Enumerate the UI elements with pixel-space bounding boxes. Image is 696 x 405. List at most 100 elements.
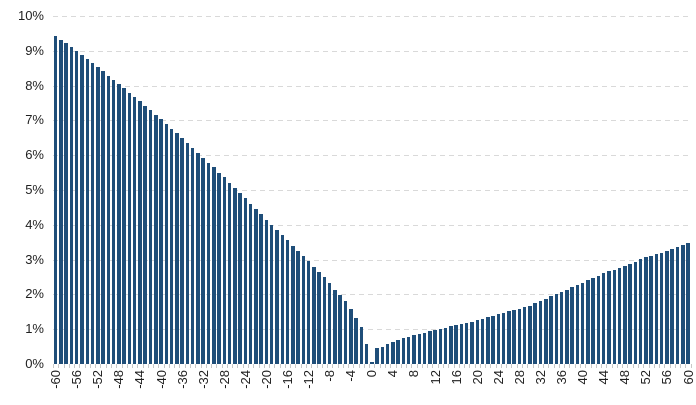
x-axis-tick	[548, 364, 550, 368]
x-axis-label: -16	[280, 370, 295, 389]
x-axis-tick	[269, 364, 271, 368]
x-axis-label: 16	[448, 370, 464, 385]
x-axis-tick	[332, 364, 334, 368]
bar	[132, 97, 137, 364]
x-axis-tick	[427, 364, 429, 368]
bar	[512, 310, 516, 364]
bar	[607, 271, 611, 364]
bar	[227, 182, 232, 364]
x-axis-tick	[100, 364, 102, 368]
x-axis-tick	[611, 364, 613, 368]
x-axis-tick	[132, 364, 134, 368]
x-axis-tick	[200, 364, 202, 368]
x-axis-tick	[385, 364, 386, 368]
x-axis-tick	[63, 364, 65, 368]
x-axis-tick	[58, 364, 60, 368]
x-axis-tick	[284, 364, 286, 368]
bar	[670, 249, 674, 364]
x-axis-tick	[674, 364, 676, 368]
x-axis-tick	[453, 364, 455, 368]
x-axis-label: -48	[111, 370, 127, 389]
bar	[101, 71, 105, 364]
x-axis-label: -36	[174, 370, 190, 389]
gridline	[53, 50, 692, 52]
x-axis-tick	[648, 364, 650, 368]
y-axis-label: 5%	[25, 182, 44, 197]
x-axis-label: -52	[90, 370, 106, 389]
x-axis-tick	[616, 364, 618, 368]
x-axis-tick	[126, 364, 128, 368]
x-axis-tick	[379, 364, 381, 368]
y-axis-label: 2%	[25, 286, 44, 302]
bar	[269, 225, 274, 364]
x-axis-tick	[485, 364, 487, 368]
bar	[422, 332, 427, 364]
bar	[401, 338, 406, 364]
bar	[654, 254, 659, 364]
bar	[591, 277, 595, 364]
bar	[359, 326, 364, 364]
bar	[385, 344, 390, 364]
bar	[544, 298, 548, 364]
x-axis-tick	[490, 364, 492, 368]
bar	[190, 147, 195, 364]
bar	[222, 177, 227, 364]
bar	[623, 266, 627, 364]
x-axis-tick	[400, 364, 402, 368]
x-axis-tick	[221, 364, 223, 368]
x-axis-tick	[464, 364, 466, 368]
x-axis-tick	[116, 364, 118, 368]
x-axis-label: -60	[48, 370, 64, 389]
x-axis-tick	[295, 364, 297, 368]
x-axis-tick	[622, 364, 624, 368]
x-axis-tick	[511, 364, 513, 368]
x-axis-tick	[253, 364, 255, 368]
x-axis-tick	[353, 364, 355, 368]
bar	[364, 343, 369, 364]
x-axis-tick	[495, 364, 497, 368]
x-axis-label: 24	[490, 370, 506, 385]
x-axis-tick	[474, 364, 476, 368]
x-axis-label: 40	[575, 370, 591, 385]
bar	[138, 101, 142, 364]
bar	[233, 187, 237, 364]
x-axis-tick	[458, 364, 460, 368]
y-axis-label: 9%	[25, 42, 44, 58]
bar	[438, 328, 443, 364]
x-axis-tick	[290, 364, 292, 368]
x-axis-tick	[321, 364, 323, 368]
bar	[464, 322, 469, 364]
bar	[480, 318, 485, 364]
x-axis-tick	[543, 364, 545, 368]
x-axis-label: 28	[511, 370, 527, 385]
bar	[475, 320, 479, 364]
x-axis-label: 56	[659, 370, 675, 385]
x-axis-tick	[390, 364, 392, 368]
bar	[275, 230, 279, 364]
x-axis-tick	[411, 364, 413, 368]
bar	[127, 92, 132, 364]
bar	[333, 289, 337, 364]
x-axis-tick	[258, 364, 260, 368]
bar	[454, 325, 458, 364]
gridline	[53, 120, 692, 122]
x-axis-tick	[500, 364, 502, 368]
gridline	[53, 259, 692, 261]
bar	[196, 152, 200, 364]
x-axis-tick	[216, 364, 218, 368]
x-axis-tick	[105, 364, 107, 368]
bar	[122, 88, 126, 364]
bar	[69, 47, 74, 364]
bar	[264, 219, 269, 364]
bar	[312, 266, 316, 364]
bar	[206, 162, 211, 364]
x-axis-tick	[89, 364, 91, 368]
x-axis-tick	[627, 364, 629, 368]
bar	[53, 35, 58, 364]
x-axis-tick	[74, 364, 76, 368]
bar	[280, 234, 284, 364]
bar	[148, 110, 153, 364]
bar	[665, 251, 669, 364]
x-axis-tick	[95, 364, 97, 368]
